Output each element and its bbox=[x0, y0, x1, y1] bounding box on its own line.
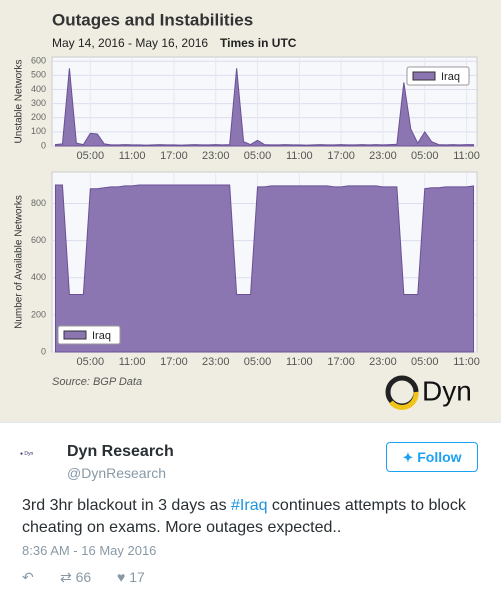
y-axis-title: Unstable Networks bbox=[14, 60, 25, 144]
legend-label: Iraq bbox=[441, 71, 460, 83]
legend-label: Iraq bbox=[92, 330, 111, 342]
area bbox=[54, 184, 475, 353]
dyn-logo: Dyn bbox=[385, 375, 472, 410]
area bbox=[54, 68, 475, 147]
timestamp[interactable]: 8:36 AM - 16 May 2016 bbox=[22, 543, 157, 558]
like-button[interactable]: ♥ 17 bbox=[117, 569, 145, 585]
follow-label: Follow bbox=[417, 449, 462, 465]
y-tick-label: 800 bbox=[31, 198, 46, 208]
tweet: ● Dyn Dyn Research @DynResearch ✦ Follow… bbox=[0, 422, 501, 602]
legend-swatch bbox=[412, 71, 436, 81]
x-tick-label: 23:00 bbox=[202, 150, 230, 162]
x-tick-label: 11:00 bbox=[286, 356, 313, 368]
y-tick-label: 600 bbox=[31, 235, 46, 245]
y-tick-label: 0 bbox=[41, 140, 46, 150]
logo-text: Dyn bbox=[422, 375, 472, 406]
x-tick-label: 11:00 bbox=[453, 150, 480, 162]
x-tick-label: 05:00 bbox=[77, 150, 105, 162]
x-tick-label: 05:00 bbox=[244, 150, 272, 162]
x-tick-label: 17:00 bbox=[327, 356, 355, 368]
y-tick-label: 100 bbox=[31, 126, 46, 136]
like-count: 17 bbox=[129, 569, 145, 585]
y-axis-title: Number of Available Networks bbox=[14, 195, 25, 329]
x-tick-label: 11:00 bbox=[286, 150, 313, 162]
y-tick-label: 400 bbox=[31, 84, 46, 94]
x-tick-label: 05:00 bbox=[244, 356, 272, 368]
timezone: Times in UTC bbox=[220, 36, 297, 50]
x-tick-label: 11:00 bbox=[119, 150, 146, 162]
hashtag[interactable]: #Iraq bbox=[231, 497, 268, 514]
x-tick-label: 17:00 bbox=[160, 356, 188, 368]
retweet-count: 66 bbox=[75, 569, 92, 585]
x-tick-label: 23:00 bbox=[369, 356, 397, 368]
text: continues attempts to block cheating on … bbox=[22, 497, 466, 536]
reply-icon[interactable]: ↶ bbox=[22, 569, 34, 585]
y-tick-label: 200 bbox=[31, 309, 46, 319]
retweet-button[interactable]: ⇄ 66 bbox=[60, 569, 92, 585]
chart-image: Outages and Instabilities May 14, 2016 -… bbox=[0, 0, 501, 422]
follow-button[interactable]: ✦ Follow bbox=[386, 442, 478, 472]
x-tick-label: 05:00 bbox=[77, 356, 105, 368]
x-tick-label: 05:00 bbox=[411, 150, 439, 162]
text: 3rd 3hr blackout in 3 days as bbox=[22, 497, 232, 514]
x-tick-label: 11:00 bbox=[119, 356, 146, 368]
x-tick-label: 17:00 bbox=[160, 150, 188, 162]
x-tick-label: 17:00 bbox=[327, 150, 355, 162]
y-tick-label: 200 bbox=[31, 112, 46, 122]
chart-title: Outages and Instabilities bbox=[52, 10, 253, 29]
chart-dates: May 14, 2016 - May 16, 2016 bbox=[52, 36, 208, 50]
author-name[interactable]: Dyn Research bbox=[67, 443, 174, 460]
source: Source: BGP Data bbox=[52, 376, 142, 388]
y-tick-label: 400 bbox=[31, 272, 46, 282]
y-tick-label: 0 bbox=[41, 346, 46, 356]
y-tick-label: 600 bbox=[31, 56, 46, 66]
legend-swatch bbox=[63, 330, 87, 340]
y-tick-label: 300 bbox=[31, 98, 46, 108]
author-handle[interactable]: @DynResearch bbox=[67, 465, 167, 481]
tweet-text: 3rd 3hr blackout in 3 days as #Iraq cont… bbox=[22, 495, 482, 539]
y-tick-label: 500 bbox=[31, 70, 46, 80]
x-tick-label: 11:00 bbox=[453, 356, 480, 368]
avatar[interactable]: ● Dyn bbox=[20, 451, 34, 457]
x-tick-label: 05:00 bbox=[411, 356, 439, 368]
x-tick-label: 23:00 bbox=[202, 356, 230, 368]
x-tick-label: 23:00 bbox=[369, 150, 397, 162]
